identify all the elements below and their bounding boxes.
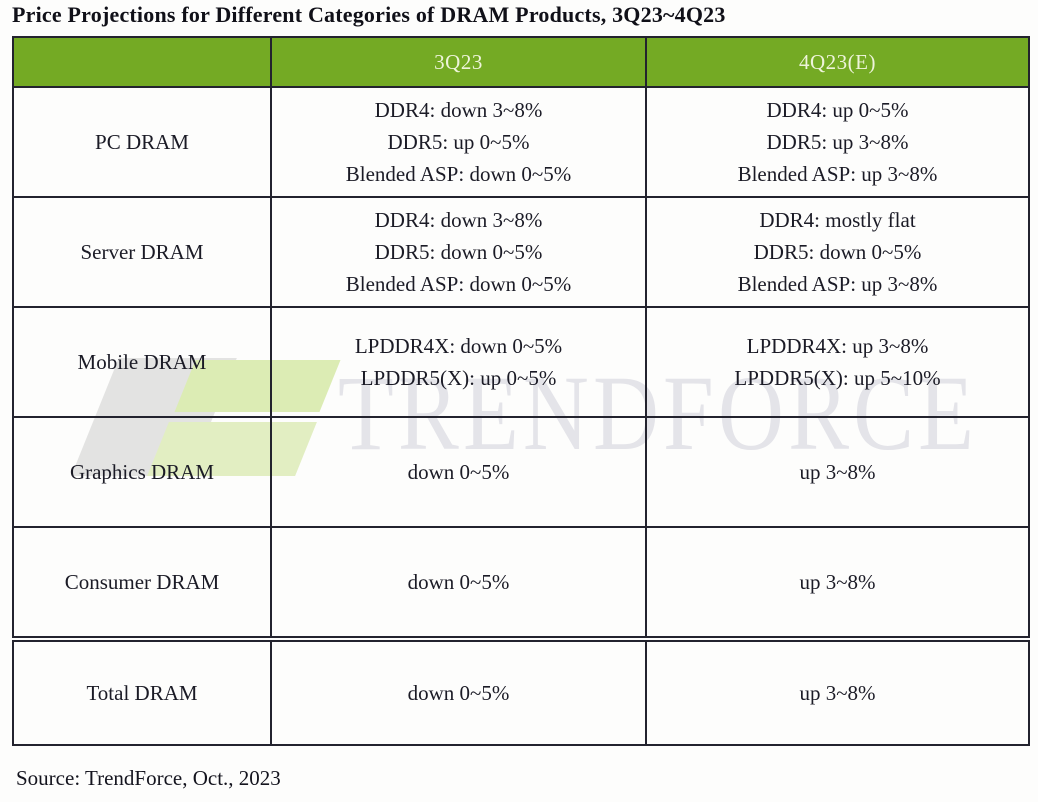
table-row-pc-dram: PC DRAM DDR4: down 3~8% DDR5: up 0~5% Bl… [12,86,1030,198]
table-row-server-dram: Server DRAM DDR4: down 3~8% DDR5: down 0… [12,196,1030,308]
cell-3q23: DDR4: down 3~8% DDR5: down 0~5% Blended … [270,196,647,308]
table-row-graphics-dram: Graphics DRAM down 0~5% up 3~8% [12,416,1030,528]
cell-line: down 0~5% [407,681,510,705]
header-3q23: 3Q23 [270,36,647,88]
cell-line: DDR4: up 0~5% [766,98,909,122]
cell-line: Blended ASP: down 0~5% [345,162,572,186]
row-label: PC DRAM [12,86,272,198]
cell-line: DDR5: down 0~5% [374,240,543,264]
cell-line: DDR4: down 3~8% [374,98,543,122]
row-label: Consumer DRAM [12,526,272,640]
cell-4q23: DDR4: mostly flat DDR5: down 0~5% Blende… [645,196,1030,308]
cell-line: DDR5: up 3~8% [766,130,909,154]
cell-line: Blended ASP: up 3~8% [737,272,938,296]
cell-4q23: up 3~8% [645,636,1030,746]
table-row-total-dram: Total DRAM down 0~5% up 3~8% [12,636,1030,746]
source-note: Source: TrendForce, Oct., 2023 [16,766,281,790]
header-row: 3Q23 4Q23(E) [12,36,1030,88]
cell-line: DDR5: up 0~5% [387,130,530,154]
cell-line: Blended ASP: up 3~8% [737,162,938,186]
cell-4q23: up 3~8% [645,526,1030,640]
cell-3q23: down 0~5% [270,416,647,528]
cell-3q23: down 0~5% [270,526,647,640]
cell-3q23: down 0~5% [270,636,647,746]
row-label: Total DRAM [12,636,272,746]
cell-line: down 0~5% [407,460,510,484]
cell-line: down 0~5% [407,570,510,594]
header-category [12,36,272,88]
cell-line: Blended ASP: down 0~5% [345,272,572,296]
cell-line: up 3~8% [799,460,876,484]
row-label: Server DRAM [12,196,272,308]
cell-4q23: DDR4: up 0~5% DDR5: up 3~8% Blended ASP:… [645,86,1030,198]
cell-3q23: DDR4: down 3~8% DDR5: up 0~5% Blended AS… [270,86,647,198]
header-4q23: 4Q23(E) [645,36,1030,88]
cell-line: LPDDR5(X): up 5~10% [734,366,941,390]
row-label: Mobile DRAM [12,306,272,418]
cell-line: LPDDR4X: up 3~8% [746,334,929,358]
row-label: Graphics DRAM [12,416,272,528]
cell-line: up 3~8% [799,681,876,705]
table-row-mobile-dram: Mobile DRAM LPDDR4X: down 0~5% LPDDR5(X)… [12,306,1030,418]
cell-line: DDR4: mostly flat [759,208,916,232]
table-row-consumer-dram: Consumer DRAM down 0~5% up 3~8% [12,526,1030,640]
cell-4q23: up 3~8% [645,416,1030,528]
cell-line: LPDDR4X: down 0~5% [354,334,563,358]
cell-line: LPDDR5(X): up 0~5% [360,366,557,390]
table-container: 3Q23 4Q23(E) PC DRAM DDR4: down 3~8% DDR… [12,36,1030,746]
cell-4q23: LPDDR4X: up 3~8% LPDDR5(X): up 5~10% [645,306,1030,418]
cell-line: up 3~8% [799,570,876,594]
cell-line: DDR5: down 0~5% [753,240,922,264]
cell-line: DDR4: down 3~8% [374,208,543,232]
page-title: Price Projections for Different Categori… [12,2,726,27]
price-projection-table: 3Q23 4Q23(E) PC DRAM DDR4: down 3~8% DDR… [12,36,1030,746]
cell-3q23: LPDDR4X: down 0~5% LPDDR5(X): up 0~5% [270,306,647,418]
